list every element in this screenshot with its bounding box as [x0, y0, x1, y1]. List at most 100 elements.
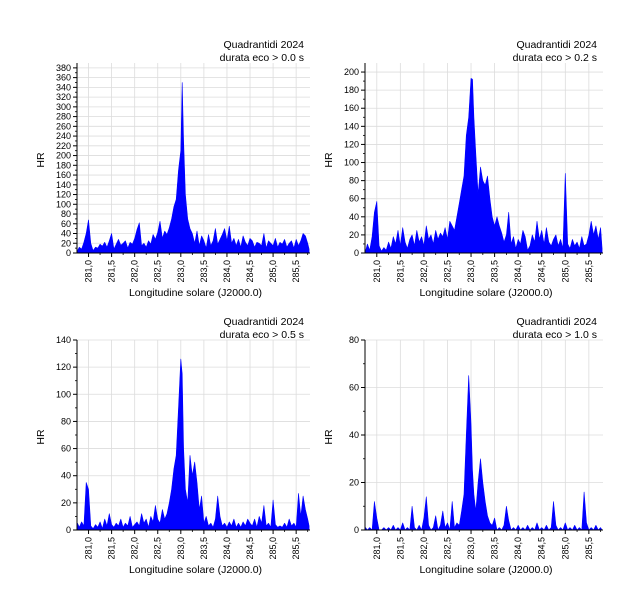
y-tick-label: 120: [56, 362, 71, 372]
x-tick-label: 281,0: [372, 260, 382, 283]
y-tick-label: 40: [61, 471, 71, 481]
x-tick-label: 282,0: [419, 537, 429, 560]
x-tick-label: 284,0: [222, 537, 232, 560]
x-tick-label: 283,5: [490, 260, 500, 283]
y-tick-label: 120: [56, 190, 71, 200]
y-tick-label: 260: [56, 121, 71, 131]
y-tick-label: 320: [56, 92, 71, 102]
y-tick-label: 100: [56, 199, 71, 209]
y-tick-label: 0: [66, 525, 71, 535]
y-tick-label: 280: [56, 112, 71, 122]
panel-title: Quadrantidi 2024: [516, 39, 597, 51]
y-tick-label: 200: [56, 151, 71, 161]
y-tick-label: 160: [344, 103, 359, 113]
panel-subtitle: durata eco > 0.5 s: [220, 329, 304, 341]
x-tick-label: 285,0: [268, 260, 278, 283]
x-axis-title: Longitudine solare (J2000.0): [419, 564, 552, 576]
x-tick-label: 282,5: [153, 537, 163, 560]
y-axis-title: HR: [35, 429, 47, 445]
y-tick-label: 20: [61, 238, 71, 248]
x-tick-label: 281,5: [107, 260, 117, 283]
x-tick-label: 285,5: [584, 537, 594, 560]
y-tick-label: 0: [354, 248, 359, 258]
series-area: [77, 82, 310, 254]
y-tick-label: 380: [56, 63, 71, 73]
y-tick-label: 220: [56, 141, 71, 151]
x-tick-label: 285,0: [560, 260, 570, 283]
panel-subtitle: durata eco > 0.2 s: [513, 52, 597, 64]
x-tick-label: 281,0: [84, 537, 94, 560]
y-tick-label: 100: [344, 158, 359, 168]
x-tick-label: 285,5: [291, 260, 301, 283]
x-tick-label: 282,5: [442, 537, 452, 560]
y-tick-label: 0: [66, 248, 71, 258]
x-tick-label: 285,0: [268, 537, 278, 560]
y-tick-label: 160: [56, 170, 71, 180]
y-tick-label: 240: [56, 131, 71, 141]
y-tick-label: 40: [349, 430, 359, 440]
y-axis-title: HR: [35, 152, 47, 168]
chart-panel-2: 0 20 40 60 80 100 120 140 160 180 200 281,0 281,5 282…: [323, 39, 603, 299]
x-tick-label: 284,5: [245, 260, 255, 283]
y-tick-label: 200: [344, 67, 359, 77]
panel-title: Quadrantidi 2024: [223, 39, 304, 51]
series-area: [365, 375, 603, 531]
y-tick-label: 340: [56, 82, 71, 92]
y-tick-label: 60: [349, 194, 359, 204]
chart-panel-4: 0 20 40 60 80 281,0 281,5 282,0 282,5 283,0 283,5 2…: [323, 316, 603, 576]
x-tick-label: 282,5: [442, 260, 452, 283]
chart-panel-1: 0204060801001201401601802002202402602803…: [35, 39, 310, 299]
x-tick-label: 282,0: [130, 537, 140, 560]
x-tick-label: 283,0: [466, 260, 476, 283]
y-tick-label: 180: [56, 160, 71, 170]
y-tick-label: 60: [61, 219, 71, 229]
y-tick-label: 360: [56, 73, 71, 83]
x-tick-label: 281,0: [84, 260, 94, 283]
y-tick-label: 80: [61, 416, 71, 426]
x-tick-label: 283,0: [176, 260, 186, 283]
x-tick-label: 281,5: [107, 537, 117, 560]
series-area: [365, 78, 603, 254]
y-tick-label: 300: [56, 102, 71, 112]
x-tick-label: 283,5: [490, 537, 500, 560]
y-tick-label: 0: [354, 525, 359, 535]
x-tick-label: 281,5: [395, 537, 405, 560]
x-tick-label: 284,0: [513, 537, 523, 560]
x-tick-label: 283,0: [466, 537, 476, 560]
y-tick-label: 140: [56, 335, 71, 345]
y-tick-label: 20: [349, 230, 359, 240]
y-axis-title: HR: [323, 429, 335, 445]
x-tick-label: 282,0: [130, 260, 140, 283]
x-tick-label: 281,5: [395, 260, 405, 283]
x-tick-label: 283,5: [199, 260, 209, 283]
x-axis-title: Longitudine solare (J2000.0): [419, 287, 552, 299]
x-tick-label: 284,5: [537, 537, 547, 560]
y-tick-label: 80: [349, 176, 359, 186]
panel-title: Quadrantidi 2024: [516, 316, 597, 328]
panel-subtitle: durata eco > 1.0 s: [513, 329, 597, 341]
x-tick-label: 284,5: [537, 260, 547, 283]
y-tick-label: 80: [61, 209, 71, 219]
x-tick-label: 284,5: [245, 537, 255, 560]
x-tick-label: 283,5: [199, 537, 209, 560]
y-tick-label: 140: [344, 121, 359, 131]
y-tick-label: 20: [61, 498, 71, 508]
y-tick-label: 60: [61, 444, 71, 454]
series-area: [77, 358, 310, 531]
plot-area: [77, 63, 310, 253]
y-tick-label: 40: [349, 212, 359, 222]
panel-title: Quadrantidi 2024: [223, 316, 304, 328]
y-tick-label: 20: [349, 478, 359, 488]
y-tick-label: 120: [344, 139, 359, 149]
y-tick-label: 140: [56, 180, 71, 190]
x-tick-label: 285,5: [291, 537, 301, 560]
y-tick-label: 40: [61, 229, 71, 239]
x-tick-label: 282,5: [153, 260, 163, 283]
x-tick-label: 284,0: [222, 260, 232, 283]
y-tick-label: 180: [344, 85, 359, 95]
x-tick-label: 285,5: [584, 260, 594, 283]
x-axis-title: Longitudine solare (J2000.0): [129, 564, 262, 576]
chart-panel-3: 0 20 40 60 80 100 120 140 281,0 281,5 282,0 282,5 28…: [35, 316, 310, 576]
x-axis-title: Longitudine solare (J2000.0): [129, 287, 262, 299]
